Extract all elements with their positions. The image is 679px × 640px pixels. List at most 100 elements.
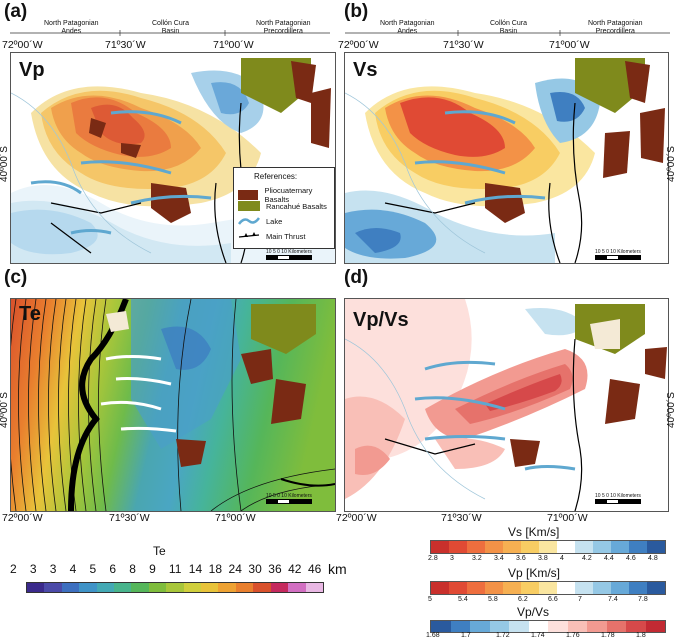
te-colorbar-labels: 2 3 3 4 5 6 8 9 11 14 18 24 30 36 42 46: [0, 562, 340, 578]
te-colorbar-cell: [253, 583, 271, 592]
region-divider-lines: [10, 30, 670, 36]
swatch-pliocuaternary: [238, 190, 259, 200]
vpvs-colorbar-cell: [431, 621, 451, 632]
vp-labels-tick: 5: [428, 596, 432, 603]
vpvs-colorbar-cell: [509, 621, 529, 632]
vp-colorbar-cell: [485, 582, 503, 594]
lon-bottom-d-3: 71º00´W: [547, 512, 588, 524]
region-precord-b-2: Precordillera: [595, 28, 635, 35]
vpvs-colorbar-cell: [567, 621, 587, 632]
lon-bottom-d-2: 71º30´W: [441, 512, 482, 524]
vs-colorbar-cell: [485, 541, 503, 553]
vpvs-labels-tick: 1.72: [496, 632, 510, 639]
vpvs-colorbar-title: Vp/Vs: [517, 605, 550, 619]
scalebar-d-text: 10 5 0 10 Kilometers: [595, 493, 641, 499]
vs-labels-tick: 4.4: [604, 555, 614, 562]
scalebar-c-text: 10 5 0 10 Kilometers: [266, 493, 312, 499]
region-basin-a-1: Collón Cura: [152, 20, 189, 27]
vpvs-colorbar-cell: [606, 621, 626, 632]
map-te-title: Te: [19, 303, 41, 325]
te-colorbar-cell: [131, 583, 149, 592]
vs-labels-tick: 4.2: [582, 555, 592, 562]
te-colorbar-cell: [114, 583, 132, 592]
vs-colorbar-cell: [431, 541, 449, 553]
te-colorbar-cell: [79, 583, 97, 592]
lat-tick-c: 40º00´S: [0, 392, 10, 428]
scalebar-b-text: 10 5 0 10 Kilometers: [595, 249, 641, 255]
te-labels-tick: 2: [10, 562, 17, 576]
vpvs-colorbar-cell: [548, 621, 568, 632]
vp-colorbar: [430, 581, 666, 595]
references-legend: References: Pliocuaternary Basalts Ranca…: [233, 167, 335, 249]
vp-colorbar-cell: [521, 582, 539, 594]
vs-labels-tick: 4.6: [626, 555, 636, 562]
te-labels-tick: 3: [49, 562, 57, 576]
te-labels-tick: 11: [168, 562, 182, 576]
region-andes-a-1: North Patagonian: [44, 20, 99, 27]
te-colorbar-cell: [96, 583, 115, 592]
vpvs-colorbar-cell: [470, 621, 490, 632]
lat-tick-a: 40º00´S: [0, 146, 10, 182]
vpvs-colorbar-cell: [645, 621, 665, 632]
vs-colorbar: [430, 540, 666, 554]
vp-labels-tick: 7.8: [638, 596, 648, 603]
vs-colorbar-cell: [575, 541, 593, 553]
te-colorbar-cell: [288, 583, 306, 592]
te-colorbar: [26, 582, 324, 593]
scalebar-c: 10 5 0 10 Kilometers: [266, 493, 312, 504]
vs-colorbar-cell: [539, 541, 557, 553]
legend-row-rancahue: Rancahué Basalts: [238, 201, 327, 211]
lon-tick-a-3: 71º00´W: [213, 39, 254, 51]
vs-labels-tick: 3: [450, 555, 454, 562]
vpvs-colorbar-cell: [489, 621, 509, 632]
vs-labels-tick: 3.4: [494, 555, 504, 562]
vp-colorbar-cell: [557, 582, 575, 594]
region-basin-b-2: Basin: [499, 28, 518, 35]
te-colorbar-cell: [201, 583, 219, 592]
vpvs-colorbar-cell: [587, 621, 607, 632]
vp-labels-tick: 6.2: [518, 596, 528, 603]
te-labels-tick: 42: [288, 562, 302, 576]
lat-tick-d: 40º00´S: [666, 392, 677, 428]
scalebar-b: 10 5 0 10 Kilometers: [595, 249, 641, 260]
vs-labels-tick: 3.2: [472, 555, 482, 562]
vp-colorbar-cell: [539, 582, 557, 594]
vpvs-labels-tick: 1.8: [636, 632, 646, 639]
vp-colorbar-cell: [611, 582, 629, 594]
vp-colorbar-cell: [647, 582, 665, 594]
vp-colorbar-cell: [467, 582, 485, 594]
thrust-icon: [238, 232, 260, 238]
map-vs-title: Vs: [353, 59, 378, 81]
vpvs-colorbar-cell: [528, 621, 548, 632]
vs-colorbar-cell: [593, 541, 611, 553]
map-vs-canvas: [345, 53, 668, 263]
vp-colorbar-cell: [449, 582, 467, 594]
map-vpvs: Vp/Vs 10 5 0 10 Kilometers: [344, 298, 669, 512]
vpvs-labels-tick: 1.68: [426, 632, 440, 639]
map-vp-title: Vp: [19, 59, 45, 81]
te-colorbar-cell: [270, 583, 289, 592]
map-vs: Vs 10 5 0 10 Kilometers: [344, 52, 669, 264]
lon-tick-b-3: 71º00´W: [549, 39, 590, 51]
vp-colorbar-cell: [629, 582, 647, 594]
vs-colorbar-cell: [629, 541, 647, 553]
vs-labels-tick: 3.6: [516, 555, 526, 562]
scalebar-a-text: 10 5 0 10 Kilometers: [266, 249, 312, 255]
references-title: References:: [254, 172, 298, 181]
map-vp: Vp References: Pliocuaternary Basalts Ra…: [10, 52, 336, 264]
te-colorbar-cell: [235, 583, 254, 592]
te-labels-tick: 14: [188, 562, 203, 576]
lon-tick-b-1: 72º00´W: [338, 39, 379, 51]
vpvs-labels-tick: 1.74: [531, 632, 545, 639]
te-labels-tick: 3: [29, 562, 37, 576]
vs-colorbar-cell: [503, 541, 521, 553]
vs-colorbar-cell: [467, 541, 485, 553]
vs-colorbar-cell: [611, 541, 629, 553]
te-labels-tick: 36: [268, 562, 282, 576]
vs-colorbar-labels: 2.8 3 3.2 3.4 3.6 3.8 4 4.2 4.4 4.6 4.8: [0, 555, 679, 565]
map-vpvs-title: Vp/Vs: [353, 309, 409, 331]
region-precord-b-1: North Patagonian: [588, 20, 643, 27]
te-labels-tick: 24: [228, 562, 242, 576]
te-colorbar-cell: [166, 583, 184, 592]
te-labels-tick: 30: [248, 562, 262, 576]
